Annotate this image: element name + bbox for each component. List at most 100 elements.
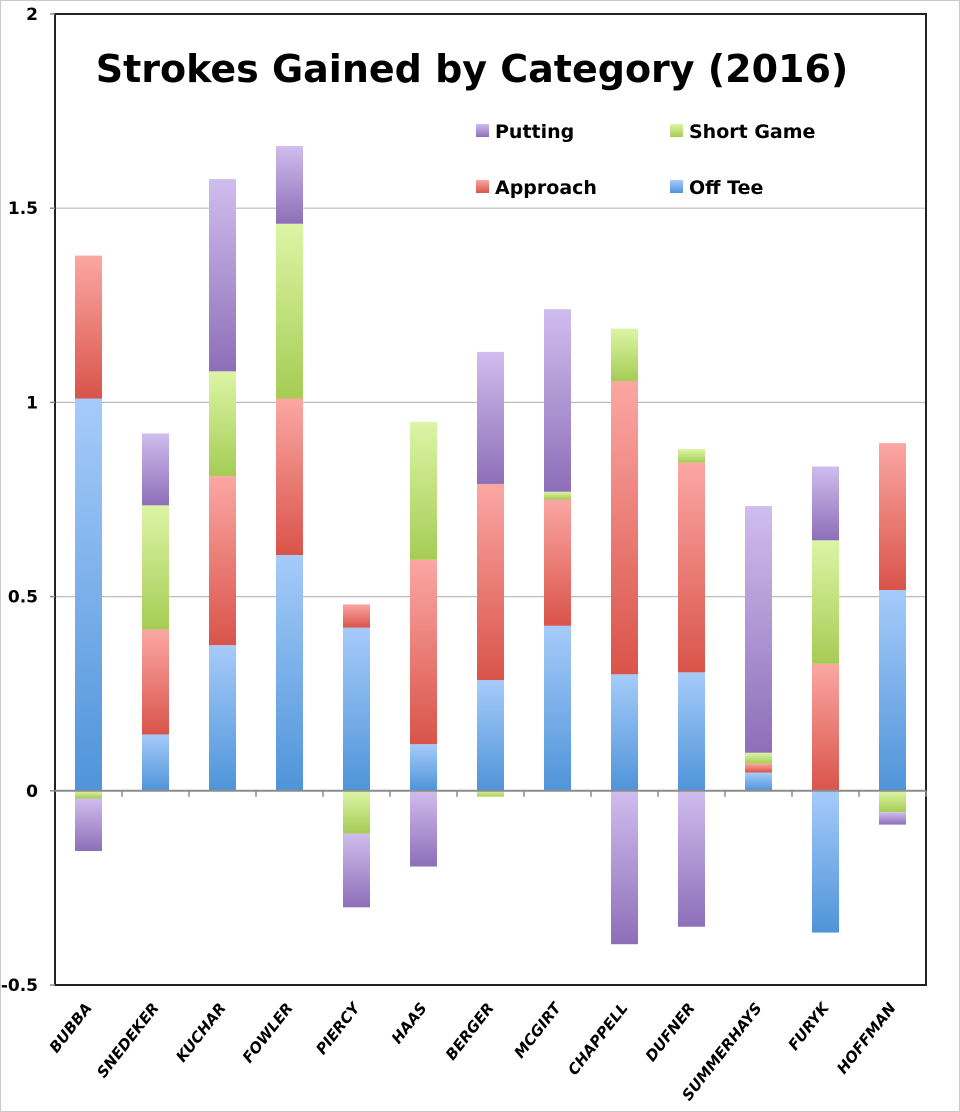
bar-segment-berger-putting [477, 351, 504, 484]
bar-segment-snedeker-off-tee [142, 734, 169, 791]
bar-group-chappell [611, 328, 638, 945]
x-tick-label-haas: HAAS [388, 999, 431, 1047]
bar-group-mcgirt [544, 309, 571, 791]
legend: Putting Short Game Approach Off Tee [476, 121, 815, 199]
bar-group-fowler [276, 146, 303, 791]
x-tick-label-berger: BERGER [442, 999, 498, 1063]
bar-segment-hoffman-short-game [879, 790, 906, 813]
bar-segment-chappell-putting [611, 790, 638, 945]
bar-segment-bubba-approach [75, 255, 102, 399]
bar-segment-piercy-putting [343, 833, 370, 908]
bar-segment-berger-off-tee [477, 680, 504, 791]
bar-segment-mcgirt-short-game [544, 491, 571, 500]
bar-segment-bubba-off-tee [75, 398, 102, 791]
bar-segment-piercy-approach [343, 604, 370, 628]
bar-segment-furyk-putting [812, 466, 839, 541]
x-tick-label-dufner: DUFNER [642, 999, 699, 1065]
bar-segment-snedeker-putting [142, 433, 169, 506]
y-tick-label: 0.5 [8, 588, 38, 608]
bar-segment-snedeker-short-game [142, 505, 169, 630]
legend-item-putting: Putting [476, 121, 574, 143]
bar-group-furyk [812, 466, 839, 933]
legend-swatch [670, 124, 683, 137]
bar-segment-summerhays-off-tee [745, 772, 772, 791]
x-tick-label-fowler: FOWLER [239, 999, 297, 1066]
bar-group-piercy [343, 604, 370, 908]
bar-segment-haas-putting [410, 790, 437, 867]
bar-segment-furyk-short-game [812, 540, 839, 664]
bar-segment-dufner-approach [678, 462, 705, 673]
legend-item-off-tee: Off Tee [670, 177, 763, 199]
bar-segment-fowler-short-game [276, 223, 303, 399]
legend-swatch [476, 124, 489, 137]
bar-segment-fowler-off-tee [276, 555, 303, 791]
bar-segment-bubba-putting [75, 798, 102, 852]
chart-title: Strokes Gained by Category (2016) [96, 47, 849, 91]
bar-segment-mcgirt-off-tee [544, 625, 571, 791]
bar-group-haas [410, 421, 437, 867]
y-tick-label: 2 [26, 5, 38, 25]
y-tick-label: -0.5 [1, 976, 38, 996]
y-tick-labels: -0.5 0 0.5 1 1.5 2 [1, 5, 38, 996]
bar-group-bubba [75, 255, 102, 852]
bar-segment-kuchar-off-tee [209, 645, 236, 791]
legend-swatch [670, 180, 683, 193]
bar-segment-hoffman-putting [879, 812, 906, 825]
bar-segment-hoffman-approach [879, 443, 906, 590]
bar-segment-piercy-short-game [343, 790, 370, 834]
bar-segment-mcgirt-putting [544, 309, 571, 492]
bar-segment-mcgirt-approach [544, 499, 571, 626]
x-tick-label-kuchar: KUCHAR [172, 999, 229, 1065]
bar-segment-hoffman-off-tee [879, 589, 906, 791]
bar-group-kuchar [209, 179, 236, 791]
bar-segment-berger-approach [477, 483, 504, 681]
bar-segment-furyk-off-tee [812, 790, 839, 933]
bar-segment-snedeker-approach [142, 629, 169, 735]
bar-segment-haas-short-game [410, 421, 437, 560]
legend-swatch [476, 180, 489, 193]
bar-segment-furyk-approach [812, 663, 839, 791]
x-tick-label-snedeker: SNEDEKER [93, 999, 162, 1081]
bar-group-dufner [678, 449, 705, 927]
bar-segment-chappell-approach [611, 381, 638, 675]
legend-label: Short Game [689, 121, 815, 143]
x-tick-label-bubba: BUBBA [46, 999, 96, 1056]
bar-group-berger [477, 351, 504, 797]
bar-segment-kuchar-short-game [209, 371, 236, 477]
legend-item-approach: Approach [476, 177, 597, 199]
bar-segment-summerhays-putting [745, 506, 772, 753]
y-tick-label: 0 [26, 782, 38, 802]
bar-segment-kuchar-putting [209, 179, 236, 372]
legend-label: Off Tee [689, 177, 763, 199]
y-tick-label: 1.5 [8, 199, 38, 219]
bar-segment-summerhays-short-game [745, 752, 772, 764]
legend-item-short-game: Short Game [670, 121, 815, 143]
x-tick-label-mcgirt: MCGIRT [510, 998, 565, 1062]
bar-segment-dufner-off-tee [678, 672, 705, 791]
axes [50, 13, 927, 986]
bar-segment-bubba-short-game [75, 790, 102, 799]
x-tick-label-chappell: CHAPPELL [564, 999, 631, 1078]
bar-group-snedeker [142, 433, 169, 791]
bar-segment-haas-off-tee [410, 744, 437, 791]
legend-label: Approach [495, 177, 597, 199]
legend-label: Putting [495, 121, 574, 143]
bar-segment-chappell-short-game [611, 328, 638, 382]
x-tick-label-furyk: FURYK [785, 998, 834, 1054]
bar-segment-berger-short-game [477, 790, 504, 797]
bar-segment-fowler-approach [276, 398, 303, 556]
bar-segment-summerhays-approach [745, 763, 772, 773]
x-tick-label-hoffman: HOFFMAN [833, 999, 900, 1077]
bars [75, 146, 906, 945]
bar-segment-kuchar-approach [209, 476, 236, 646]
plot-border [54, 13, 927, 986]
x-tick-label-piercy: PIERCY [312, 998, 365, 1058]
bar-segment-fowler-putting [276, 146, 303, 224]
bar-segment-haas-approach [410, 559, 437, 745]
bar-segment-chappell-off-tee [611, 674, 638, 791]
bar-group-hoffman [879, 443, 906, 825]
bar-segment-piercy-off-tee [343, 627, 370, 791]
y-tick-label: 1 [26, 393, 38, 413]
